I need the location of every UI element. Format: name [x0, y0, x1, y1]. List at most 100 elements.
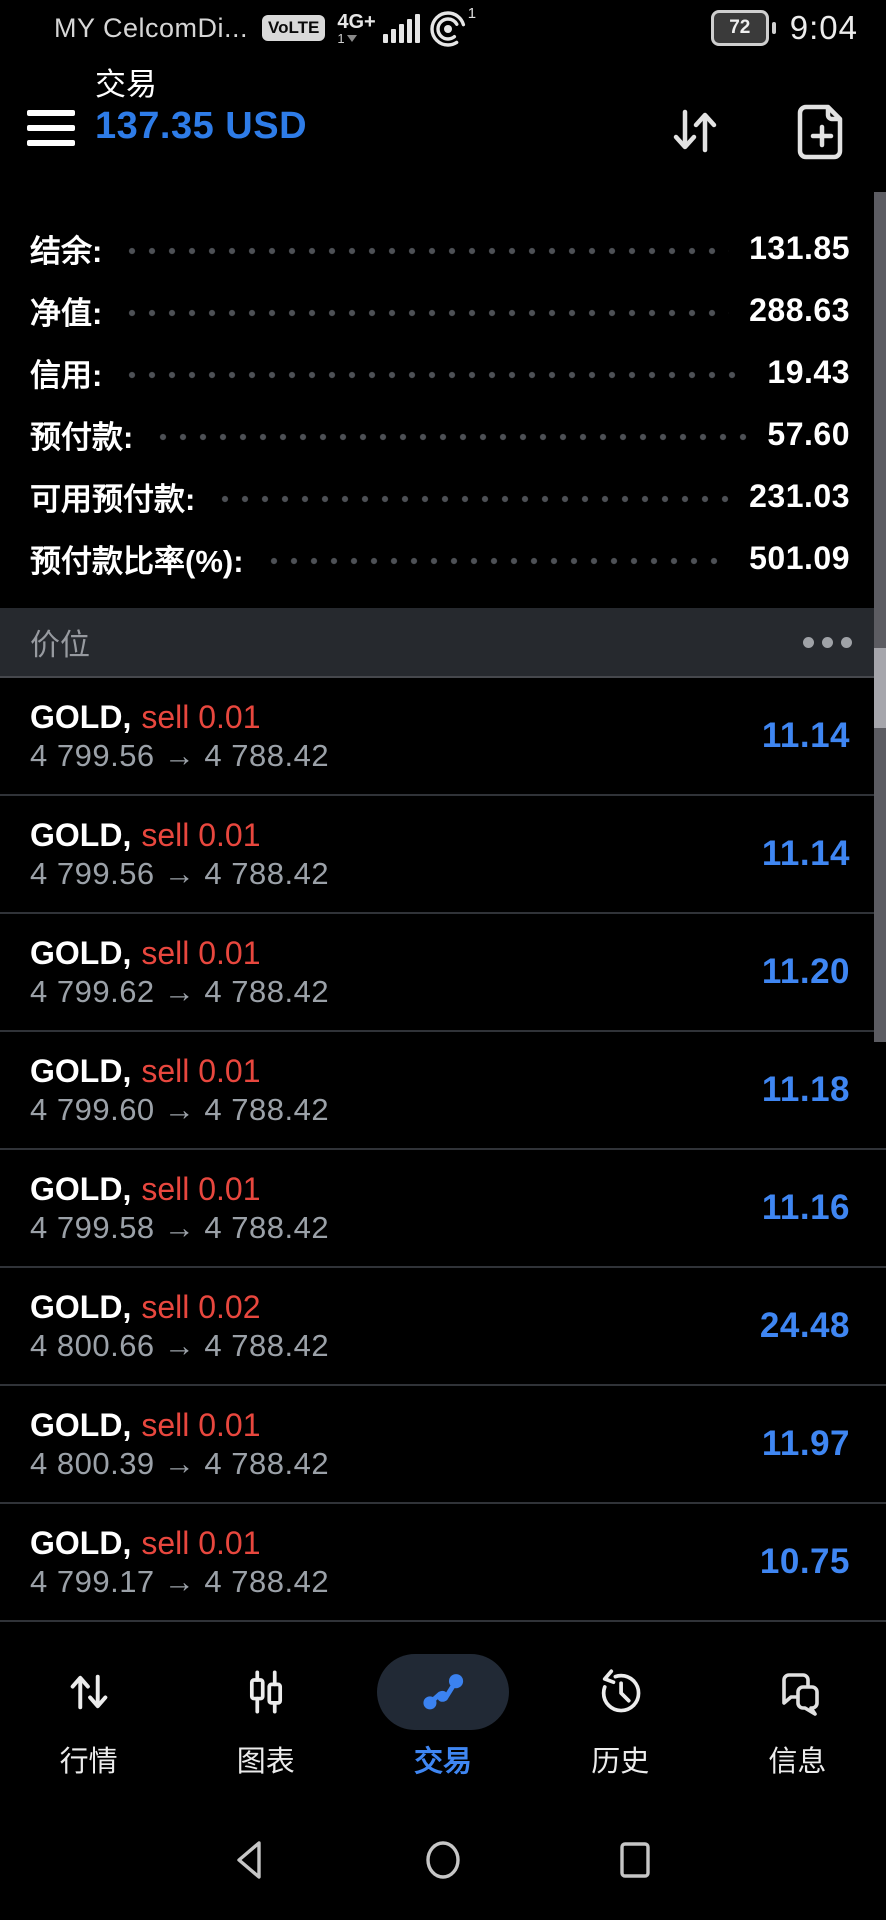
dotted-leader — [122, 246, 730, 256]
data-direction-icon — [346, 34, 357, 42]
nav-item-trade[interactable]: 交易 — [354, 1640, 531, 1800]
position-profit: 11.97 — [761, 1424, 850, 1463]
position-row[interactable]: GOLD, sell 0.01 4 799.17 → 4 788.42 10.75 — [0, 1504, 886, 1622]
summary-label: 可用预付款: — [30, 481, 196, 517]
android-recents-button[interactable] — [612, 1837, 658, 1883]
position-symbol: GOLD, — [30, 1052, 132, 1089]
position-prices: 4 799.56 → 4 788.42 — [30, 737, 330, 773]
position-profit: 11.16 — [761, 1188, 850, 1227]
network-cluster: 4G+ 1 — [337, 10, 420, 46]
position-trade: sell 0.01 — [141, 1524, 261, 1561]
dotted-leader — [263, 556, 730, 566]
position-symbol: GOLD, — [30, 1170, 132, 1207]
page-title: 交易 — [95, 67, 157, 102]
position-prices: 4 800.39 → 4 788.42 — [30, 1445, 330, 1481]
dotted-leader — [122, 370, 748, 380]
nav-item-charts[interactable]: 图表 — [177, 1640, 354, 1800]
position-prices: 4 799.56 → 4 788.42 — [30, 855, 330, 891]
position-row[interactable]: GOLD, sell 0.01 4 799.62 → 4 788.42 11.20 — [0, 914, 886, 1032]
position-profit: 11.14 — [761, 834, 850, 873]
position-symbol: GOLD, — [30, 1524, 132, 1561]
status-bar: MY CelcomDi... VoLTE 4G+ 1 1 — [0, 0, 886, 52]
menu-button[interactable] — [27, 110, 75, 155]
hotspot-icon: 1 — [430, 5, 476, 47]
position-prices: 4 799.60 → 4 788.42 — [30, 1091, 330, 1127]
nav-item-messages[interactable]: 信息 — [709, 1640, 886, 1800]
positions-options-button[interactable] — [803, 636, 852, 648]
bottom-nav: 行情 图表 交易 — [0, 1640, 886, 1800]
nav-item-history[interactable]: 历史 — [532, 1640, 709, 1800]
position-prices: 4 799.17 → 4 788.42 — [30, 1563, 330, 1599]
position-trade: sell 0.01 — [141, 1170, 261, 1207]
position-trade: sell 0.01 — [141, 1406, 261, 1443]
summary-label: 预付款: — [30, 419, 134, 455]
new-order-button[interactable] — [793, 100, 851, 162]
summary-value: 19.43 — [767, 353, 850, 390]
summary-value: 231.03 — [749, 477, 850, 514]
quotes-icon — [70, 1674, 107, 1710]
summary-value: 501.09 — [749, 539, 850, 576]
summary-row-balance: 结余: 131.85 — [30, 217, 850, 279]
summary-label: 预付款比率(%): — [30, 543, 244, 579]
scrollbar-track[interactable] — [874, 192, 886, 1042]
battery-icon: 72 — [710, 10, 776, 46]
summary-value: 57.60 — [767, 415, 850, 452]
summary-label: 净值: — [30, 295, 103, 331]
dotted-leader — [122, 308, 730, 318]
position-row[interactable]: GOLD, sell 0.01 4 800.39 → 4 788.42 11.97 — [0, 1386, 886, 1504]
android-back-button[interactable] — [228, 1837, 274, 1883]
trade-icon — [423, 1674, 464, 1710]
nav-label: 历史 — [591, 1746, 650, 1778]
app-header: 交易 137.35 USD — [0, 60, 886, 160]
position-trade: sell 0.01 — [141, 698, 261, 735]
position-prices: 4 799.58 → 4 788.42 — [30, 1209, 330, 1245]
position-symbol: GOLD, — [30, 1288, 132, 1325]
nav-item-quotes[interactable]: 行情 — [0, 1640, 177, 1800]
position-profit: 11.20 — [761, 952, 850, 991]
summary-label: 信用: — [30, 357, 103, 393]
position-profit: 11.14 — [761, 716, 850, 755]
signal-strength-icon — [380, 13, 420, 43]
position-row[interactable]: GOLD, sell 0.01 4 799.58 → 4 788.42 11.16 — [0, 1150, 886, 1268]
history-icon — [601, 1669, 641, 1713]
positions-list: GOLD, sell 0.01 4 799.56 → 4 788.42 11.14… — [0, 678, 886, 1622]
nav-label: 图表 — [236, 1746, 295, 1778]
home-icon — [426, 1841, 460, 1879]
position-prices: 4 799.62 → 4 788.42 — [30, 973, 330, 1009]
carrier-label: MY CelcomDi... — [54, 12, 249, 43]
android-nav-bar — [0, 1800, 886, 1920]
summary-row-credit: 信用: 19.43 — [30, 341, 850, 403]
account-summary: 结余: 131.85 净值: 288.63 信用: 19.43 预付款: 57.… — [30, 217, 850, 589]
position-trade: sell 0.02 — [141, 1288, 261, 1325]
sort-button[interactable] — [665, 100, 723, 162]
scrollbar-thumb[interactable] — [874, 648, 886, 728]
position-row[interactable]: GOLD, sell 0.02 4 800.66 → 4 788.42 24.48 — [0, 1268, 886, 1386]
battery-level: 72 — [710, 10, 769, 46]
position-row[interactable]: GOLD, sell 0.01 4 799.56 → 4 788.42 11.14 — [0, 678, 886, 796]
volte-badge: VoLTE — [262, 15, 326, 41]
position-row[interactable]: GOLD, sell 0.01 4 799.56 → 4 788.42 11.14 — [0, 796, 886, 914]
position-symbol: GOLD, — [30, 816, 132, 853]
summary-value: 131.85 — [749, 229, 850, 266]
back-icon — [237, 1841, 261, 1879]
position-row[interactable]: GOLD, sell 0.01 4 799.60 → 4 788.42 11.18 — [0, 1032, 886, 1150]
positions-section-header: 价位 — [0, 608, 886, 678]
position-trade: sell 0.01 — [141, 934, 261, 971]
summary-row-equity: 净值: 288.63 — [30, 279, 850, 341]
summary-value: 288.63 — [749, 291, 850, 328]
active-nav-pill — [377, 1654, 509, 1730]
messages-icon — [782, 1673, 820, 1716]
new-order-icon — [797, 104, 843, 160]
dotted-leader — [153, 432, 748, 442]
header-balance: 137.35 USD — [95, 105, 308, 148]
position-symbol: GOLD, — [30, 698, 132, 735]
position-profit: 10.75 — [759, 1542, 850, 1581]
sim-indicator: 1 — [337, 30, 345, 46]
position-profit: 11.18 — [761, 1070, 850, 1109]
position-trade: sell 0.01 — [141, 816, 261, 853]
sort-arrows-icon — [673, 109, 717, 153]
hotspot-count: 1 — [467, 5, 477, 22]
network-type-label: 4G+ — [337, 10, 376, 33]
android-home-button[interactable] — [420, 1837, 466, 1883]
